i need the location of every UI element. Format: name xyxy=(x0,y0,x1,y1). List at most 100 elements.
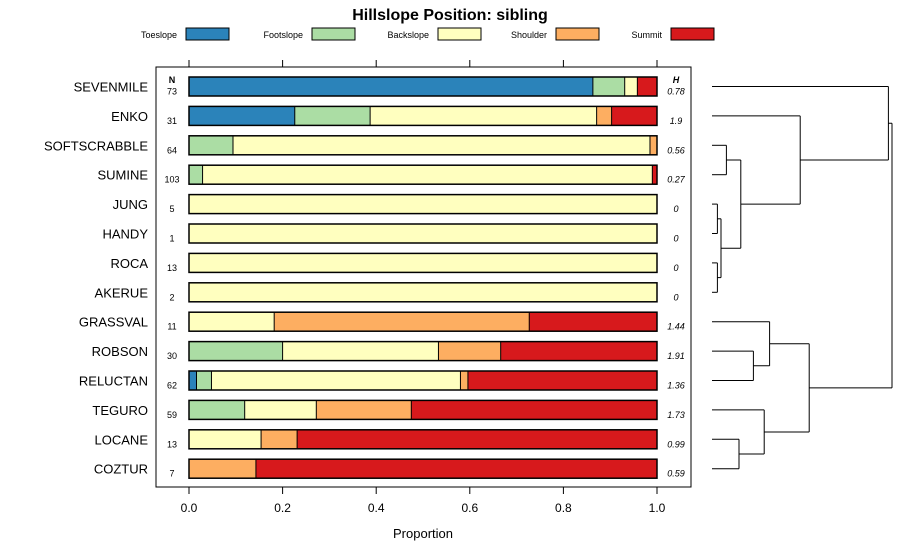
category-label-coztur: COZTUR xyxy=(94,462,148,477)
h-value-enko: 1.9 xyxy=(670,116,683,126)
h-value-robson: 1.91 xyxy=(667,351,685,361)
bar-outline-teguro xyxy=(188,399,658,421)
bar-sumine-backslope xyxy=(202,165,653,185)
bar-outline-reluctan xyxy=(188,370,658,391)
category-label-jung: JUNG xyxy=(113,197,148,212)
h-value-grassval: 1.44 xyxy=(667,322,685,332)
bar-sumine-footslope xyxy=(189,165,203,185)
n-value-locane: 13 xyxy=(167,439,177,449)
h-value-akerue: 0 xyxy=(673,292,678,302)
category-label-softscrabble: SOFTSCRABBLE xyxy=(44,138,148,153)
h-value-teguro: 1.73 xyxy=(667,410,685,420)
bar-outline-locane xyxy=(188,429,658,450)
legend-label-shoulder: Shoulder xyxy=(511,30,547,40)
bar-locane-backslope xyxy=(189,429,262,449)
n-value-akerue: 2 xyxy=(169,292,174,302)
x-axis-label: Proportion xyxy=(393,526,453,541)
bar-locane-summit xyxy=(297,429,657,449)
h-value-sumine: 0.27 xyxy=(667,175,686,185)
h-value-reluctan: 1.36 xyxy=(667,381,685,391)
x-tick-label-0: 0.0 xyxy=(181,501,198,515)
category-label-akerue: AKERUE xyxy=(95,285,149,300)
bar-roca-backslope xyxy=(189,253,657,273)
bar-locane-shoulder xyxy=(261,429,298,449)
bar-teguro-backslope xyxy=(244,400,317,420)
legend-label-summit: Summit xyxy=(631,30,662,40)
plot-panel xyxy=(155,66,692,488)
category-label-sevenmile: SEVENMILE xyxy=(74,80,149,95)
n-value-roca: 13 xyxy=(167,263,177,273)
h-value-sevenmile: 0.78 xyxy=(667,87,685,97)
bar-outline-akerue xyxy=(188,282,658,303)
bar-sumine-summit xyxy=(652,165,657,185)
legend-swatch-footslope xyxy=(311,27,356,41)
bar-outline-softscrabble xyxy=(188,135,658,156)
n-value-grassval: 11 xyxy=(167,322,176,332)
n-value-sumine: 103 xyxy=(164,175,179,185)
bar-outline-coztur xyxy=(188,458,658,479)
n-value-jung: 5 xyxy=(169,204,174,214)
x-tick-label-1: 0.2 xyxy=(274,501,291,515)
x-tick-label-4: 0.8 xyxy=(555,501,572,515)
n-value-sevenmile: 73 xyxy=(167,87,177,97)
bar-teguro-footslope xyxy=(189,400,245,420)
category-label-teguro: TEGURO xyxy=(92,403,148,418)
category-label-sumine: SUMINE xyxy=(97,168,148,183)
bar-outline-grassval xyxy=(188,311,658,332)
h-value-jung: 0 xyxy=(673,204,678,214)
legend-label-footslope: Footslope xyxy=(263,30,303,40)
legend-swatch-summit xyxy=(670,27,715,41)
bar-enko-toeslope xyxy=(189,106,295,126)
h-value-locane: 0.99 xyxy=(667,439,685,449)
bar-sevenmile-summit xyxy=(637,77,657,96)
x-axis: 0.0 0.2 0.4 0.6 0.8 1.0 xyxy=(181,60,666,515)
bar-reluctan-summit xyxy=(467,371,657,390)
bar-sevenmile-backslope xyxy=(624,77,638,96)
bar-coztur-shoulder xyxy=(189,459,256,479)
category-label-locane: LOCANE xyxy=(95,432,149,447)
bar-outline-roca xyxy=(188,252,658,274)
bar-sevenmile-toeslope xyxy=(189,77,593,96)
legend: Toeslope Footslope Backslope Shoulder Summit xyxy=(141,27,715,41)
legend-swatch-shoulder xyxy=(555,27,600,41)
category-label-enko: ENKO xyxy=(111,109,148,124)
bar-enko-summit xyxy=(611,106,657,126)
bar-reluctan-toeslope xyxy=(189,371,197,390)
bar-outline-handy xyxy=(188,223,658,244)
bar-enko-shoulder xyxy=(596,106,612,126)
bar-outline-jung xyxy=(188,193,658,215)
category-label-robson: ROBSON xyxy=(92,344,148,359)
category-label-grassval: GRASSVAL xyxy=(79,315,148,330)
category-label-handy: HANDY xyxy=(102,227,148,242)
bars-group: SEVENMILE 73 0.78 ENKO 31 1.9 SOFTSCRABBLE 64 0.… xyxy=(44,76,686,479)
bar-outline-enko xyxy=(188,105,658,127)
chart-title: Hillslope Position: sibling xyxy=(352,7,548,24)
bar-handy-backslope xyxy=(189,224,657,243)
x-tick-label-3: 0.6 xyxy=(461,501,478,515)
category-label-reluctan: RELUCTAN xyxy=(79,374,148,389)
dendrogram xyxy=(712,86,893,470)
bar-softscrabble-backslope xyxy=(232,135,650,155)
n-header: N xyxy=(169,75,176,85)
bar-grassval-summit xyxy=(529,312,657,332)
bar-enko-backslope xyxy=(370,106,597,126)
x-tick-label-5: 1.0 xyxy=(649,501,666,515)
legend-swatch-backslope xyxy=(437,27,482,41)
bar-robson-footslope xyxy=(189,341,283,361)
legend-label-backslope: Backslope xyxy=(387,30,429,40)
h-value-roca: 0 xyxy=(673,263,678,273)
x-tick-label-2: 0.4 xyxy=(368,501,385,515)
h-value-softscrabble: 0.56 xyxy=(667,145,685,155)
n-value-handy: 1 xyxy=(169,234,174,244)
n-value-reluctan: 62 xyxy=(167,381,177,391)
bar-coztur-summit xyxy=(255,459,657,479)
n-value-robson: 30 xyxy=(167,351,177,361)
bar-grassval-shoulder xyxy=(274,312,530,332)
bar-jung-backslope xyxy=(189,194,657,214)
n-value-enko: 31 xyxy=(167,116,177,126)
bar-teguro-summit xyxy=(411,400,657,420)
legend-swatch-toeslope xyxy=(185,27,230,41)
bar-outline-robson xyxy=(188,340,658,362)
